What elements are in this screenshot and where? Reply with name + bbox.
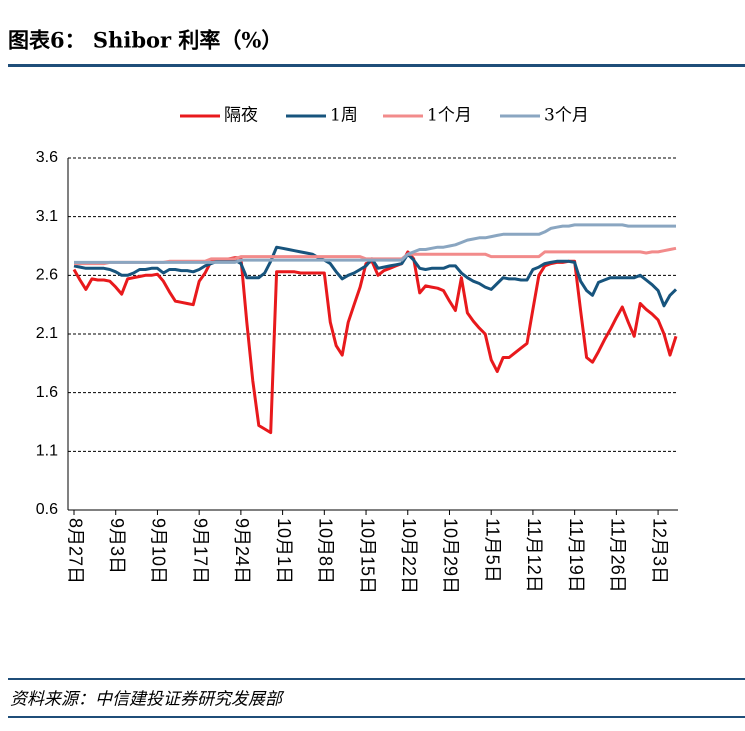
x-tick-label: 11月26日 xyxy=(608,518,628,593)
x-tick-label: 10月15日 xyxy=(357,518,377,594)
series-line xyxy=(74,223,676,264)
x-tick-label: 9月17日 xyxy=(190,518,210,584)
x-tick-label: 10月8日 xyxy=(316,518,336,584)
series-line xyxy=(73,245,678,308)
x-tick-label: 9月10日 xyxy=(149,518,169,584)
legend-label: 3个月 xyxy=(544,106,589,126)
y-tick-label: 3.1 xyxy=(36,208,58,225)
x-tick-label: 9月3日 xyxy=(107,518,127,574)
chart-title: 图表6： Shibor 利率（%） xyxy=(8,28,282,53)
legend-label: 1个月 xyxy=(427,106,472,126)
y-tick-label: 1.6 xyxy=(36,384,58,401)
y-tick-label: 3.6 xyxy=(36,149,58,166)
header-rule xyxy=(8,64,745,67)
x-tick-label: 11月19日 xyxy=(566,518,586,593)
x-tick-label: 8月27日 xyxy=(65,518,85,584)
series-line xyxy=(72,250,678,435)
x-tick-label: 12月3日 xyxy=(649,518,669,584)
y-tick-label: 1.1 xyxy=(36,443,58,460)
y-tick-label: 0.6 xyxy=(36,501,58,518)
footer-rule xyxy=(8,678,745,680)
y-tick-label: 2.1 xyxy=(36,325,58,342)
x-tick-label: 11月12日 xyxy=(524,518,544,593)
legend-label: 隔夜 xyxy=(224,106,258,126)
x-tick-label: 9月24日 xyxy=(232,518,252,584)
x-tick-label: 11月5日 xyxy=(482,518,502,583)
x-tick-label: 10月1日 xyxy=(274,518,294,584)
x-tick-label: 10月29日 xyxy=(441,518,461,594)
footer-rule xyxy=(8,716,745,718)
x-tick-label: 10月22日 xyxy=(399,518,419,594)
y-tick-label: 2.6 xyxy=(36,267,58,284)
source-note: 资料来源：中信建投证券研究发展部 xyxy=(10,690,285,710)
legend-label: 1周 xyxy=(330,106,358,126)
